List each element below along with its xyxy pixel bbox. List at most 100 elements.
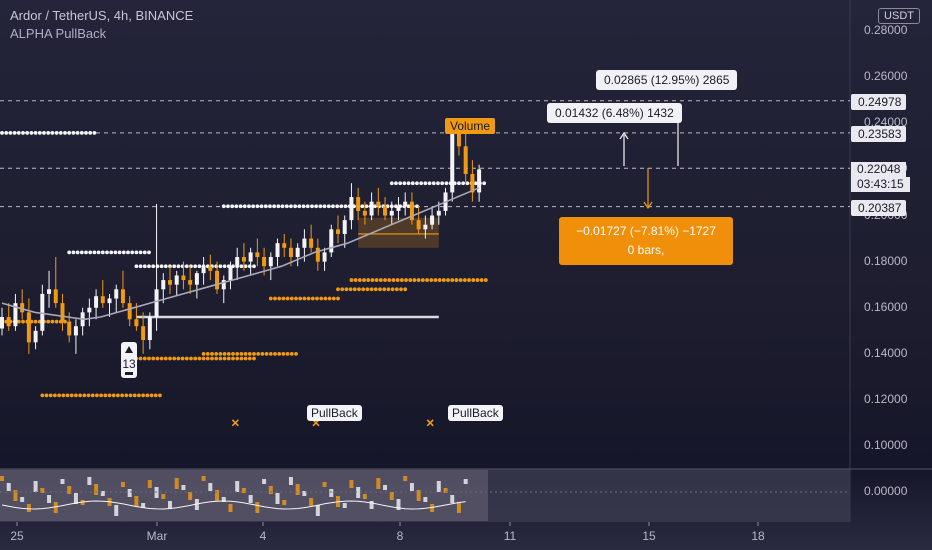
candle-body <box>383 206 388 216</box>
indicator-glyph <box>268 486 273 494</box>
indicator-glyph <box>450 495 455 503</box>
candle-body <box>456 132 461 147</box>
dotted-level-orange <box>273 296 277 301</box>
dotted-level-orange <box>294 296 298 301</box>
candle-body <box>470 173 475 193</box>
dotted-level-white <box>419 181 424 186</box>
dotted-level-orange <box>111 393 116 398</box>
dotted-level-white <box>184 264 189 269</box>
dotted-level-white <box>84 250 88 255</box>
dotted-level-orange <box>416 278 421 282</box>
dotted-level-white <box>314 204 319 209</box>
candle-body <box>262 257 267 267</box>
dotted-level-orange <box>479 278 484 282</box>
dotted-level-orange <box>366 278 371 282</box>
time-tick-label: 18 <box>751 529 765 543</box>
dotted-level-white <box>305 204 310 209</box>
candle-body <box>73 326 78 336</box>
time-tick-label: 8 <box>396 529 404 543</box>
candle-body <box>255 252 260 258</box>
indicator-glyph <box>13 490 18 501</box>
dotted-level-white <box>272 204 277 209</box>
dotted-level-orange <box>256 351 261 356</box>
dotted-level-orange <box>365 287 370 292</box>
currency-badge[interactable]: USDT <box>878 8 920 24</box>
dotted-level-white <box>105 250 109 255</box>
candle-body <box>154 289 159 317</box>
indicator-glyph <box>235 481 240 492</box>
dotted-level-white <box>37 131 42 135</box>
dotted-level-orange <box>197 356 202 361</box>
dotted-level-orange <box>306 296 311 301</box>
indicator-glyph <box>181 485 186 490</box>
dotted-level-orange <box>218 356 223 361</box>
dotted-level-orange <box>226 351 231 356</box>
dotted-level-orange <box>189 356 193 361</box>
indicator-glyph <box>94 484 99 495</box>
indicator-glyph <box>403 476 408 481</box>
candle-body <box>403 201 408 207</box>
dotted-level-white <box>415 204 419 209</box>
dotted-level-white <box>398 181 403 186</box>
dotted-level-orange <box>277 351 282 356</box>
indicator-glyph <box>201 476 206 481</box>
dotted-level-orange <box>403 287 408 292</box>
dotted-level-white <box>297 204 302 209</box>
dotted-level-orange <box>61 393 66 398</box>
dotted-level-orange <box>281 296 286 301</box>
price-tick-label: 0.16000 <box>864 299 908 314</box>
dotted-level-orange <box>362 278 366 282</box>
candle-body <box>0 316 4 329</box>
indicator-line <box>1 500 466 510</box>
dotted-level-white <box>92 131 97 135</box>
candle-body <box>309 238 314 248</box>
dotted-level-white <box>172 264 177 269</box>
candle-body <box>94 296 99 308</box>
dotted-level-orange <box>260 351 265 356</box>
candle-body <box>376 201 381 207</box>
dotted-level-orange <box>128 393 133 398</box>
dotted-level-white <box>339 204 344 209</box>
candle-body <box>134 319 139 327</box>
dotted-level-orange <box>289 296 294 301</box>
dotted-level-orange <box>353 278 358 282</box>
dotted-level-white <box>142 250 147 255</box>
indicator-glyph <box>376 478 381 489</box>
candle-body <box>336 229 340 234</box>
dotted-level-white <box>197 264 202 269</box>
indicator-glyph <box>409 483 414 491</box>
indicator-glyph <box>161 494 166 499</box>
indicator-name[interactable]: ALPHA PullBack <box>10 26 107 41</box>
dotted-level-white <box>92 250 97 255</box>
measure-down-value: −0.01727 (−7.81%) −1727 <box>576 224 716 238</box>
dotted-level-white <box>263 204 268 209</box>
candle-body <box>416 220 421 230</box>
indicator-glyph <box>282 500 287 505</box>
dotted-level-orange <box>201 356 206 361</box>
dotted-level-orange <box>264 351 269 356</box>
dotted-level-orange <box>205 351 210 356</box>
candle-body <box>329 229 334 253</box>
dotted-level-white <box>373 204 377 209</box>
candle-body <box>33 330 38 343</box>
dotted-level-orange <box>374 278 379 282</box>
candle-body <box>450 132 455 193</box>
indicator-glyph <box>342 503 347 508</box>
dotted-level-orange <box>352 287 357 292</box>
indicator-glyph <box>383 485 388 490</box>
indicator-glyph <box>134 496 139 507</box>
dotted-level-orange <box>40 393 45 398</box>
dotted-level-white <box>50 131 55 135</box>
dotted-level-orange <box>158 393 162 398</box>
dotted-level-white <box>234 204 239 209</box>
candle-body <box>168 280 172 285</box>
candle-body <box>477 169 482 193</box>
indicator-glyph <box>60 479 65 484</box>
indicator-glyph <box>168 501 172 509</box>
indicator-glyph <box>288 477 293 485</box>
cross-marker-icon <box>231 419 239 427</box>
dotted-level-orange <box>357 287 361 292</box>
price-tick-label: 0.24000 <box>864 115 908 130</box>
